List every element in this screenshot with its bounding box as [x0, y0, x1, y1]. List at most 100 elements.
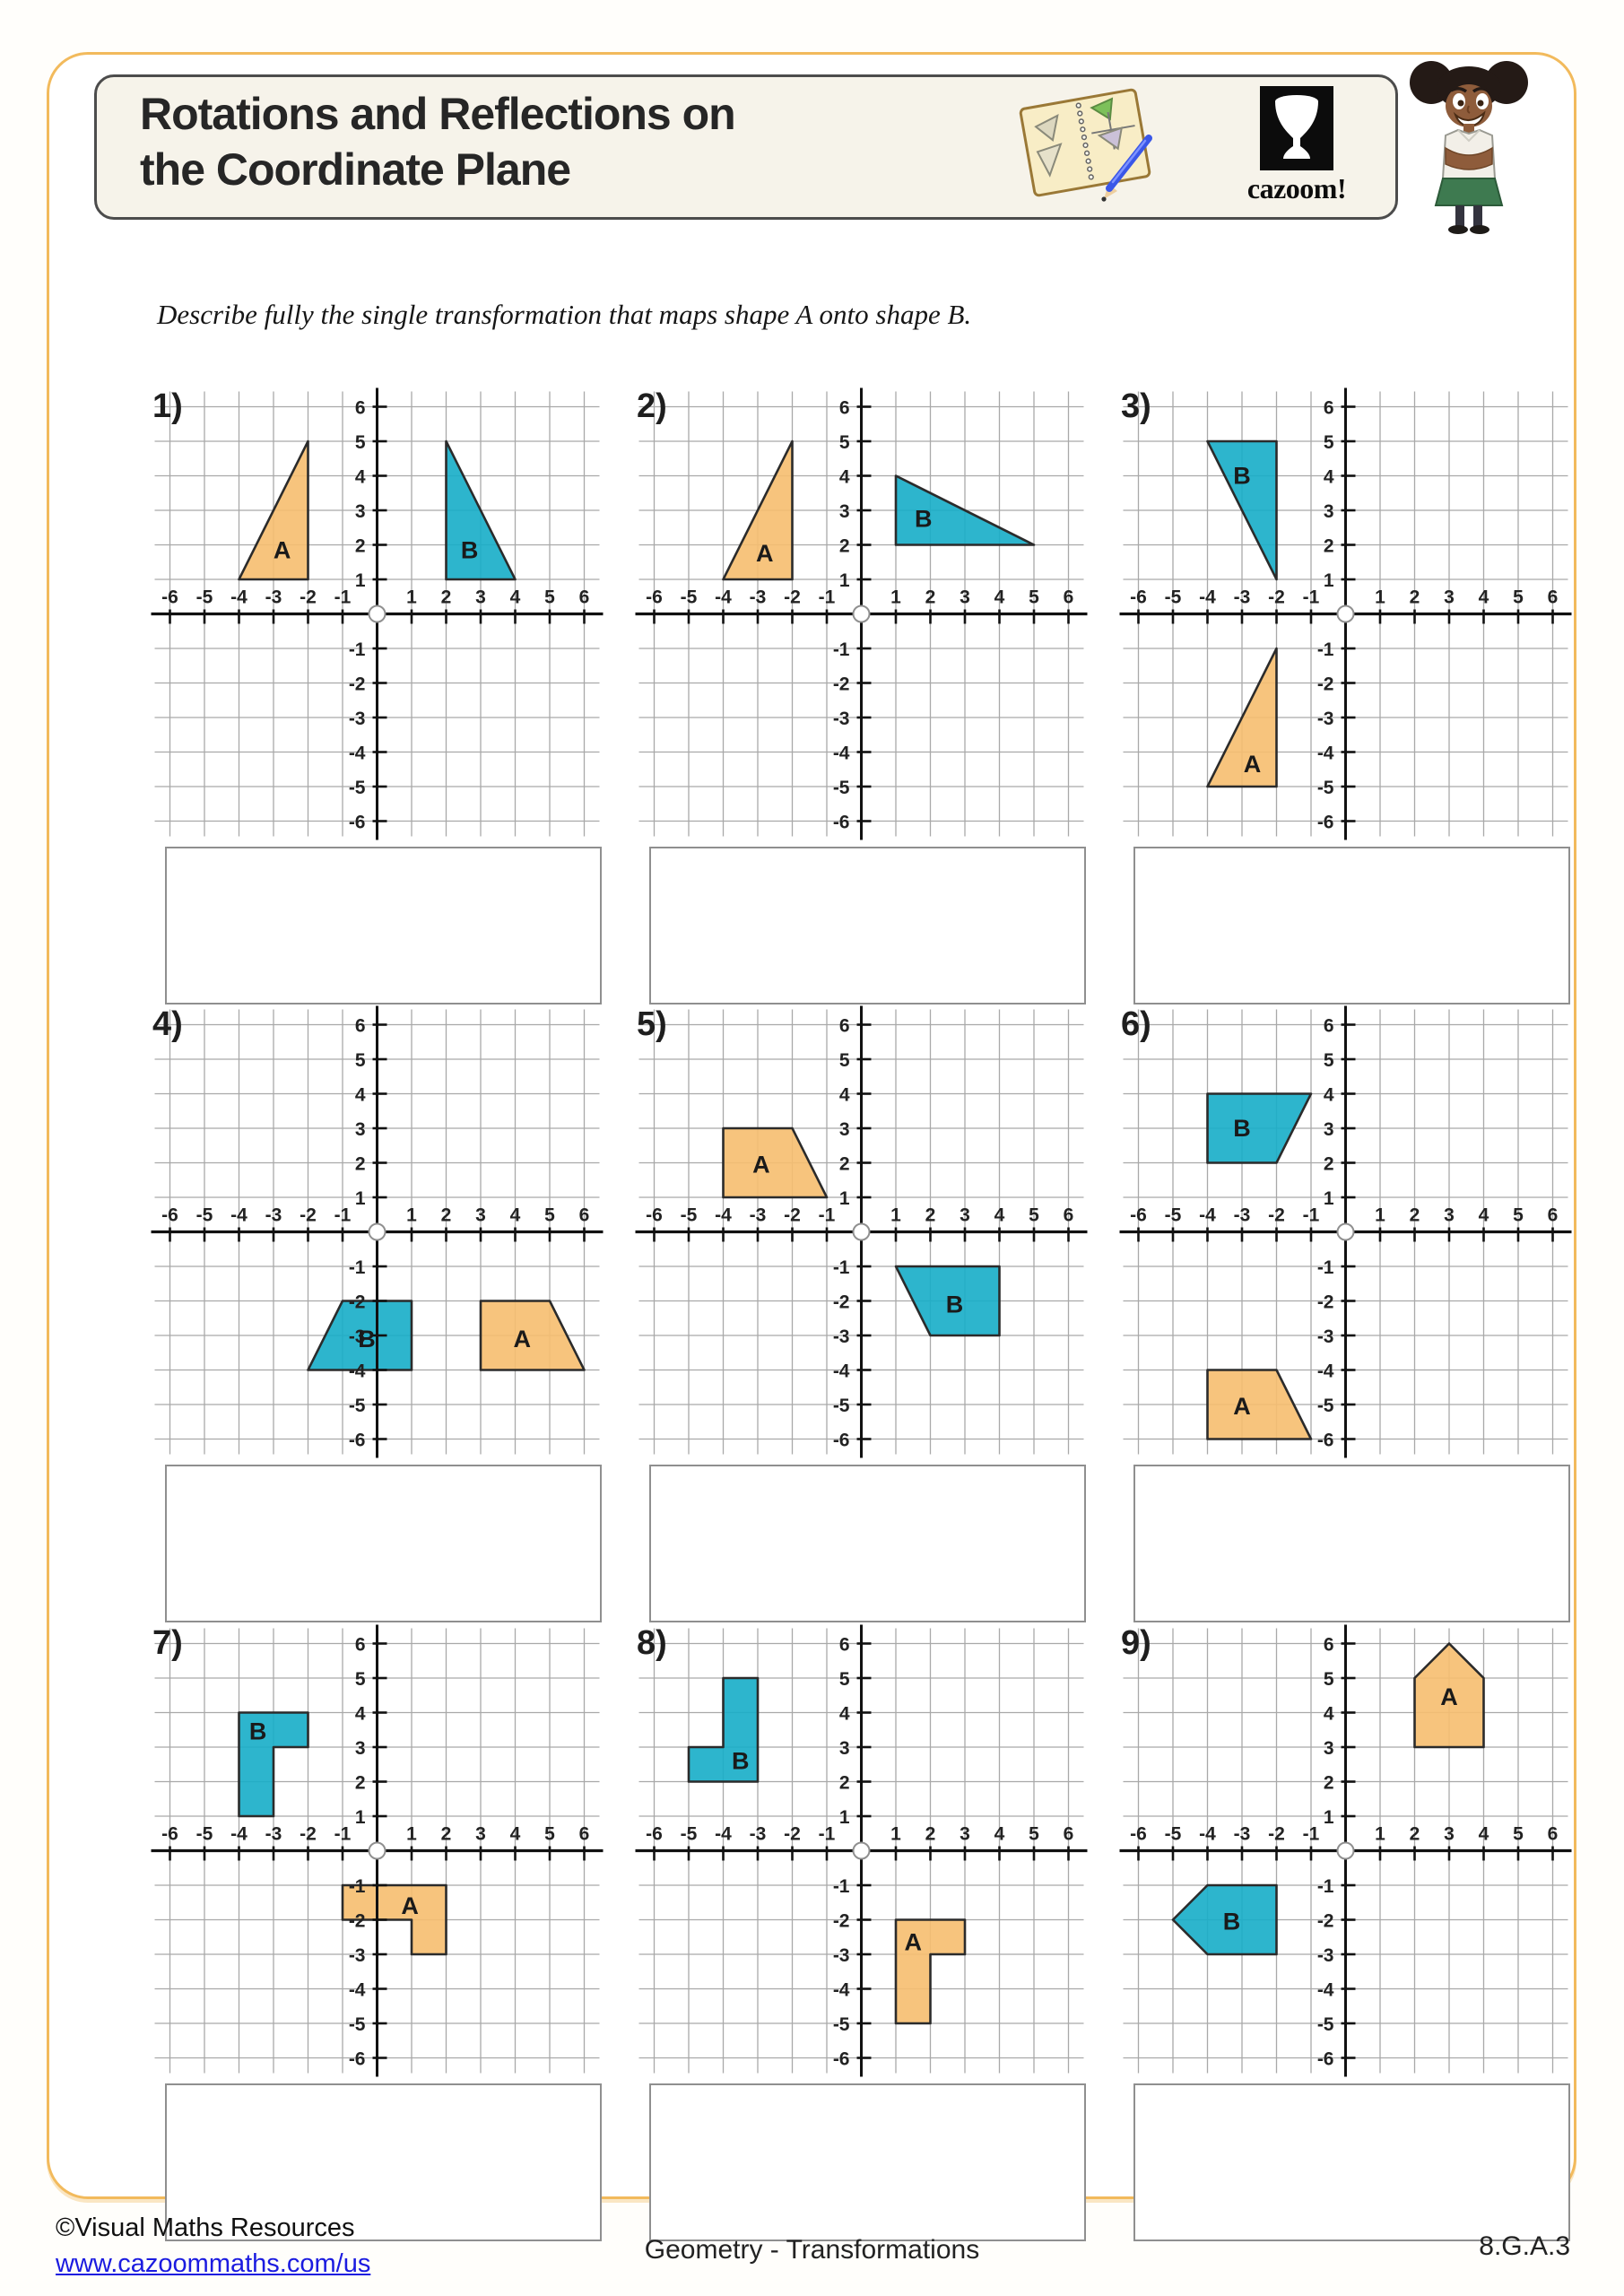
shape-B — [1206, 439, 1278, 581]
x-tick-label: 3 — [1444, 587, 1455, 608]
answer-box-5[interactable] — [649, 1465, 1086, 1622]
x-tick-label: -2 — [300, 587, 317, 608]
y-tick-label: 6 — [355, 1016, 366, 1037]
y-tick-label: 6 — [355, 1635, 366, 1656]
shape-A — [1206, 647, 1278, 788]
x-tick-label: 2 — [441, 587, 452, 608]
x-tick-label: 5 — [1029, 1205, 1039, 1226]
y-tick-label: 1 — [839, 570, 850, 591]
x-tick-label: 3 — [1444, 1205, 1455, 1226]
x-tick-label: -1 — [1303, 587, 1320, 608]
shape-label-A: A — [1233, 1393, 1251, 1420]
y-tick-label: -3 — [833, 709, 850, 729]
x-tick-label: 1 — [406, 1205, 417, 1226]
y-tick-label: 1 — [839, 1188, 850, 1209]
x-tick-label: 2 — [925, 1824, 936, 1845]
y-tick-label: 5 — [1324, 1669, 1334, 1690]
y-tick-label: 5 — [355, 432, 366, 453]
x-tick-label: -3 — [265, 1205, 282, 1226]
y-tick-label: 6 — [355, 398, 366, 419]
y-tick-label: -1 — [1317, 1876, 1334, 1897]
copyright-text: ©Visual Maths Resources — [56, 2213, 355, 2242]
answer-box-1[interactable] — [165, 847, 602, 1004]
x-tick-label: -3 — [750, 1824, 767, 1845]
answer-box-9[interactable] — [1133, 2083, 1570, 2241]
notebook-geometry-icon — [1019, 88, 1152, 202]
shape-A — [1413, 1642, 1485, 1749]
question-cell-9: -6 -6 -5 -5 -4 -4 -3 -3 -2 -2 -1 -1 1 1 2 2 3 3 4 4 5 5 6 6 A B 9) — [1110, 1624, 1581, 2241]
x-tick-label: -6 — [646, 1824, 663, 1845]
shape-label-A: A — [756, 540, 774, 567]
shape-label-A: A — [274, 536, 291, 563]
x-tick-label: -2 — [1268, 1824, 1285, 1845]
y-tick-label: -6 — [833, 2049, 850, 2070]
y-tick-label: -5 — [1317, 2014, 1334, 2035]
y-tick-label: 6 — [1324, 398, 1334, 419]
x-tick-label: -1 — [334, 587, 352, 608]
x-tick-label: 6 — [1548, 1205, 1559, 1226]
y-tick-label: 4 — [355, 1085, 366, 1106]
y-tick-label: -1 — [349, 1876, 366, 1897]
x-tick-label: 6 — [1548, 1824, 1559, 1845]
y-tick-label: 3 — [355, 1738, 366, 1759]
y-tick-label: 2 — [355, 1154, 366, 1175]
y-tick-label: 5 — [355, 1050, 366, 1071]
answer-box-4[interactable] — [165, 1465, 602, 1622]
x-tick-label: -5 — [1165, 587, 1182, 608]
shape-A — [894, 1918, 967, 2025]
cazoom-link[interactable]: www.cazoommaths.com/us — [56, 2249, 371, 2279]
y-tick-label: 3 — [839, 501, 850, 522]
y-tick-label: -3 — [1317, 1945, 1334, 1966]
x-tick-label: 1 — [406, 1824, 417, 1845]
answer-box-7[interactable] — [165, 2083, 602, 2241]
x-tick-label: -5 — [1165, 1824, 1182, 1845]
answer-box-6[interactable] — [1133, 1465, 1570, 1622]
x-tick-label: 2 — [441, 1824, 452, 1845]
y-tick-label: -2 — [349, 1911, 366, 1932]
question-cell-1: -6 -6 -5 -5 -4 -4 -3 -3 -2 -2 -1 -1 1 1 2 2 3 3 4 4 5 5 6 6 A B 1) — [142, 387, 612, 1004]
answer-box-2[interactable] — [649, 847, 1086, 1004]
y-tick-label: 1 — [1324, 1807, 1334, 1828]
y-tick-label: 3 — [1324, 1119, 1334, 1140]
x-tick-label: -2 — [300, 1205, 317, 1226]
x-tick-label: -5 — [196, 1205, 213, 1226]
x-tick-label: -3 — [1234, 587, 1251, 608]
y-tick-label: 4 — [839, 1085, 850, 1106]
x-tick-label: -4 — [1199, 587, 1216, 608]
question-number-2: 2) — [637, 387, 667, 425]
cazoom-goblet-icon — [1260, 86, 1333, 170]
origin-circle — [368, 604, 386, 623]
y-tick-label: -4 — [1317, 1361, 1334, 1382]
x-tick-label: -2 — [784, 587, 801, 608]
shape-B — [687, 1676, 760, 1783]
y-tick-label: -4 — [833, 1980, 850, 2001]
x-tick-label: -2 — [784, 1824, 801, 1845]
origin-circle — [852, 1222, 871, 1241]
x-tick-label: -1 — [819, 1205, 836, 1226]
question-number-3: 3) — [1121, 387, 1151, 425]
answer-box-8[interactable] — [649, 2083, 1086, 2241]
y-tick-label: 6 — [1324, 1635, 1334, 1656]
shape-B — [445, 439, 517, 581]
answer-box-3[interactable] — [1133, 847, 1570, 1004]
question-number-7: 7) — [152, 1624, 183, 1662]
y-tick-label: 5 — [839, 432, 850, 453]
question-cell-6: -6 -6 -5 -5 -4 -4 -3 -3 -2 -2 -1 -1 1 1 2 2 3 3 4 4 5 5 6 6 B A 6) — [1110, 1005, 1581, 1622]
x-tick-label: 4 — [1479, 1205, 1489, 1226]
shape-B — [1171, 1883, 1278, 1956]
y-tick-label: 1 — [1324, 1188, 1334, 1209]
y-tick-label: -5 — [349, 2014, 366, 2035]
x-tick-label: -4 — [715, 587, 732, 608]
y-tick-label: -6 — [349, 813, 366, 833]
shape-B — [1206, 1092, 1313, 1164]
y-tick-label: 2 — [355, 1773, 366, 1794]
x-tick-label: -5 — [196, 587, 213, 608]
